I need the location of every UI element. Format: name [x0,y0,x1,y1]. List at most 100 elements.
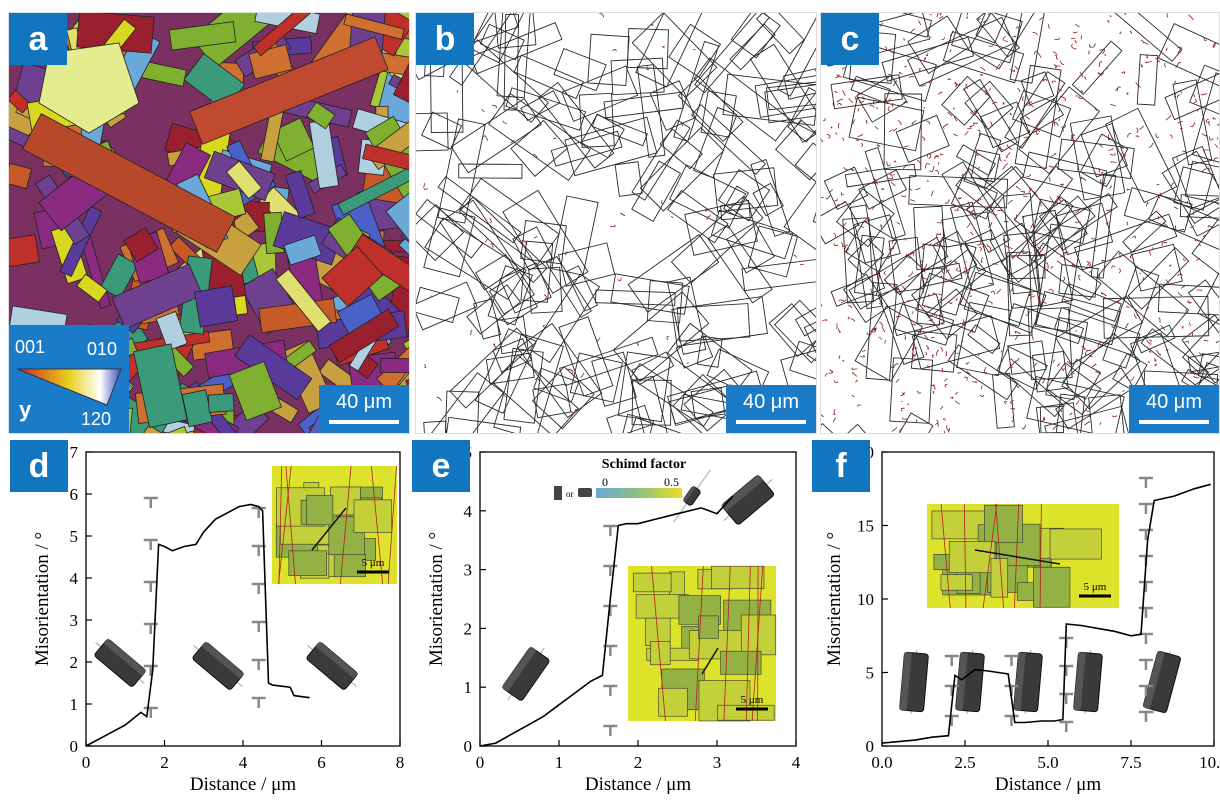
low-angle-boundary [1076,331,1077,332]
low-angle-boundary [992,213,997,215]
low-angle-boundary [827,134,830,138]
low-angle-boundary [893,363,898,367]
y-tick-label: 2 [464,619,473,638]
x-axis-label: Distance / μm [995,774,1101,795]
low-angle-boundary [1051,266,1053,268]
low-angle-boundary [991,291,995,294]
low-angle-boundary [934,156,938,159]
low-angle-boundary [672,216,673,217]
low-angle-boundary [916,420,917,422]
low-angle-boundary [1092,364,1096,367]
crystal-prism-icon [1013,649,1042,715]
low-angle-boundary [1015,358,1019,361]
panel-f-chart: 5 μm0.02.55.07.510.005101520Distance / μ… [812,438,1220,801]
low-angle-boundary [1154,358,1156,361]
low-angle-boundary [1155,364,1157,366]
grain-boundary [691,387,725,418]
low-angle-boundary [1071,38,1075,39]
low-angle-boundary [931,386,935,390]
low-angle-boundary [821,138,823,141]
low-angle-boundary [893,285,894,287]
grain [380,358,409,373]
low-angle-boundary [1078,276,1080,281]
low-angle-boundary [1162,242,1167,245]
low-angle-boundary [438,115,440,116]
low-angle-boundary [1136,136,1139,138]
low-angle-boundary [1060,184,1063,186]
low-angle-boundary [1177,157,1178,160]
low-angle-boundary [826,195,830,199]
low-angle-boundary [981,386,982,390]
low-angle-boundary [942,368,943,372]
low-angle-boundary [850,169,853,170]
low-angle-boundary [904,146,909,147]
low-angle-boundary [892,428,896,432]
low-angle-boundary [1130,256,1131,258]
low-angle-boundary [597,338,601,343]
low-angle-boundary [1027,175,1031,177]
y-tick-label: 0 [866,737,875,756]
inset-grain [984,505,1022,542]
low-angle-boundary [1179,91,1182,93]
low-angle-boundary [1000,157,1002,161]
grain-boundary [1128,248,1189,309]
low-angle-boundary [1178,229,1183,230]
low-angle-boundary [1006,152,1010,157]
low-angle-boundary [1038,53,1041,57]
grain-boundary [1158,284,1219,317]
inset-grain [307,495,333,525]
low-angle-boundary [1149,351,1150,353]
low-angle-boundary [1099,168,1100,173]
low-angle-boundary [1213,117,1216,119]
grain-boundary [471,23,562,74]
x-tick-label: 6 [317,753,326,772]
low-angle-boundary [835,91,838,93]
low-angle-boundary [937,233,941,235]
low-angle-boundary [1053,52,1056,56]
low-angle-boundary [1003,102,1004,104]
inset-orientation-map: 5 μm [927,504,1119,608]
low-angle-boundary [905,238,906,240]
low-angle-boundary [1022,425,1026,429]
y-axis-label: Misorientation / ° [32,532,53,666]
low-angle-boundary [858,134,863,137]
low-angle-boundary [936,351,938,356]
grain-boundary [1106,108,1177,202]
low-angle-boundary [970,290,971,294]
low-angle-boundary [931,321,933,323]
low-angle-boundary [1166,48,1167,51]
low-angle-boundary [926,121,930,124]
low-angle-boundary [884,271,886,275]
grain [208,393,234,412]
low-angle-boundary [894,161,896,162]
low-angle-boundary [904,38,905,40]
x-tick-label: 4 [792,753,801,772]
low-angle-boundary [1077,166,1078,170]
grain-boundary [558,243,614,286]
low-angle-boundary [1143,42,1148,45]
low-angle-boundary [852,373,857,377]
low-angle-boundary [848,317,850,319]
low-angle-boundary [881,189,884,190]
low-angle-boundary [1127,92,1129,94]
low-angle-boundary [1099,62,1102,68]
low-angle-boundary [926,352,927,355]
low-angle-boundary [1149,251,1150,255]
low-angle-boundary [1055,66,1060,67]
low-angle-boundary [1059,119,1060,121]
low-angle-boundary [618,278,621,281]
y-axis-label: Misorientation / ° [824,532,845,666]
low-angle-boundary [945,199,949,203]
low-angle-boundary [1024,136,1028,137]
low-angle-boundary [933,355,934,358]
low-angle-boundary [540,271,541,272]
low-angle-boundary [942,37,945,39]
low-angle-boundary [1185,341,1189,343]
grain-boundary [695,13,770,93]
low-angle-boundary [867,333,869,335]
low-angle-boundary [1190,322,1192,325]
low-angle-boundary [1031,224,1033,229]
low-angle-boundary [909,76,914,78]
low-angle-boundary [956,392,958,394]
grain-boundary [559,317,613,396]
